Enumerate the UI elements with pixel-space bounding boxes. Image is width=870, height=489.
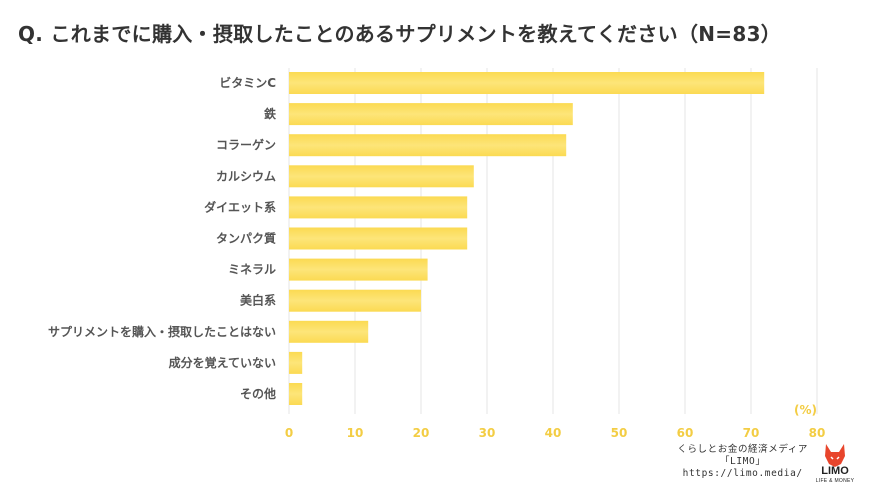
bar bbox=[289, 289, 421, 312]
x-tick-label: 40 bbox=[545, 426, 562, 440]
category-label: 成分を覚えていない bbox=[169, 355, 276, 370]
x-tick-label: 70 bbox=[743, 426, 760, 440]
bar bbox=[289, 103, 573, 126]
fox-icon bbox=[825, 444, 845, 467]
footer-tagline: くらしとお金の経済メディア bbox=[677, 444, 808, 455]
category-label: サプリメントを購入・摂取したことはない bbox=[48, 324, 276, 339]
footer-credit: くらしとお金の経済メディア 「LIMO」 https://limo.media/ bbox=[677, 444, 808, 480]
x-tick-label: 0 bbox=[285, 426, 293, 440]
bar bbox=[289, 258, 428, 281]
x-tick-label: 20 bbox=[413, 426, 430, 440]
category-label: 鉄 bbox=[264, 106, 276, 121]
category-label: カルシウム bbox=[216, 169, 276, 183]
bar bbox=[289, 196, 468, 219]
category-label: その他 bbox=[240, 386, 276, 401]
bar bbox=[289, 134, 567, 157]
footer-url[interactable]: https://limo.media/ bbox=[682, 468, 803, 479]
category-label: ダイエット系 bbox=[204, 199, 276, 214]
category-label: ミネラル bbox=[228, 263, 276, 277]
footer-brand: 「LIMO」 bbox=[719, 456, 766, 467]
x-axis-unit: (%) bbox=[794, 403, 817, 417]
bar bbox=[289, 227, 468, 250]
logo-sub: LIFE & MONEY bbox=[815, 478, 855, 484]
bar bbox=[289, 165, 474, 188]
x-tick-label: 80 bbox=[809, 426, 826, 440]
x-tick-label: 50 bbox=[611, 426, 628, 440]
logo-word: LIMO bbox=[821, 465, 849, 477]
bar bbox=[289, 351, 303, 374]
category-label: ビタミンC bbox=[219, 75, 276, 90]
bar bbox=[289, 383, 303, 405]
x-tick-label: 10 bbox=[347, 426, 364, 440]
bar bbox=[289, 72, 765, 94]
chart-title: Q. これまでに購入・摂取したことのあるサプリメントを教えてください（N=83） bbox=[18, 22, 782, 46]
category-label: タンパク質 bbox=[216, 231, 276, 246]
x-tick-label: 60 bbox=[677, 426, 694, 440]
category-label: コラーゲン bbox=[216, 137, 276, 152]
bar bbox=[289, 320, 369, 343]
x-tick-label: 30 bbox=[479, 426, 496, 440]
category-label: 美白系 bbox=[240, 293, 276, 308]
